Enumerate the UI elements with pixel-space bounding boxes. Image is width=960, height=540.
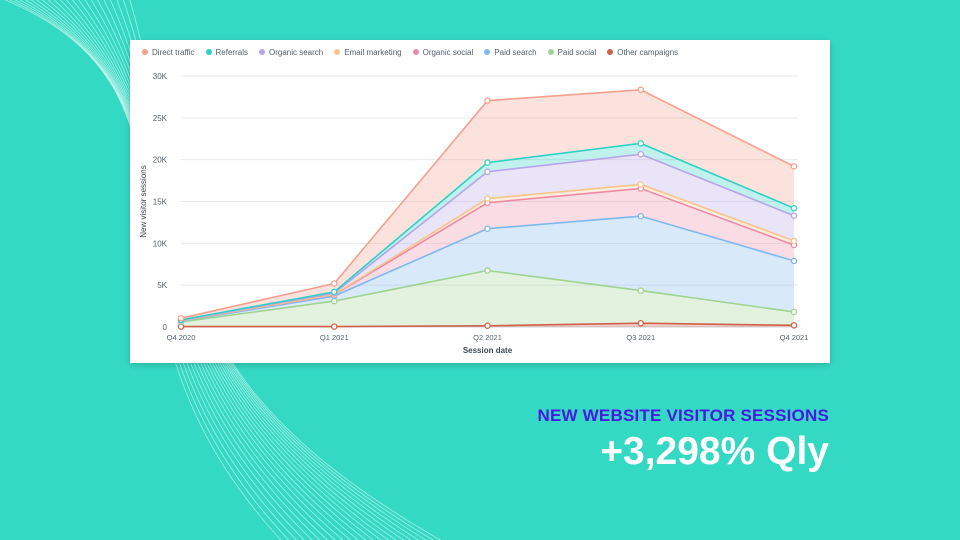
x-tick-label: Q4 2020	[167, 333, 196, 342]
data-point[interactable]	[330, 288, 338, 296]
y-tick-label: 25K	[153, 114, 168, 123]
stacked-area-chart: 0 5K 10K 15K 20K 25K 30K Q4 2020 Q1 2021 Q2 2021 Q…	[139, 72, 809, 355]
y-axis-title: New visitor sessions	[139, 165, 148, 237]
legend-item[interactable]: Organic social	[412, 47, 474, 57]
data-point[interactable]	[484, 267, 491, 274]
data-point[interactable]	[177, 314, 185, 322]
data-point[interactable]	[637, 86, 644, 94]
legend-swatch	[142, 49, 148, 55]
legend-swatch	[547, 49, 554, 55]
data-point[interactable]	[790, 257, 798, 265]
legend-swatch	[334, 49, 341, 55]
legend-label: Paid social	[557, 47, 597, 57]
data-point[interactable]	[484, 168, 491, 176]
y-tick-label: 5K	[157, 281, 167, 290]
data-point[interactable]	[637, 181, 644, 188]
data-point[interactable]	[790, 322, 798, 329]
area-organic-social	[181, 188, 794, 322]
data-point[interactable]	[484, 195, 491, 202]
legend-swatch	[258, 49, 265, 55]
x-tick-label: Q1 2021	[320, 333, 349, 342]
legend-label: Other campaigns	[617, 47, 679, 57]
y-tick-label: 10K	[153, 239, 168, 248]
x-tick-label: Q4 2021	[780, 333, 809, 342]
data-point[interactable]	[637, 319, 644, 327]
legend-label: Email marketing	[344, 47, 402, 57]
legend-item[interactable]: Direct traffic	[142, 48, 195, 57]
y-tick-label: 30K	[153, 72, 168, 81]
data-point[interactable]	[484, 322, 491, 329]
legend-swatch	[412, 49, 419, 55]
legend-item[interactable]: Other campaigns	[607, 48, 678, 57]
data-point[interactable]	[330, 280, 338, 287]
data-point[interactable]	[637, 140, 644, 147]
x-tick-label: Q3 2021	[626, 333, 655, 342]
area-paid-social	[181, 270, 794, 327]
y-tick-label: 0	[163, 323, 168, 332]
data-point[interactable]	[790, 308, 798, 316]
data-point[interactable]	[637, 287, 644, 294]
legend-item[interactable]: Email marketing	[334, 47, 402, 57]
legend-label: Paid search	[494, 47, 537, 57]
legend-item[interactable]: Paid search	[484, 47, 537, 57]
legend-label: Direct traffic	[152, 47, 195, 57]
x-tick-label: Q2 2021	[473, 333, 502, 342]
legend-swatch	[607, 49, 614, 55]
y-tick-label: 15K	[153, 198, 168, 207]
legend-swatch	[484, 49, 491, 55]
x-axis-title: Session date	[463, 346, 513, 355]
legend-label: Organic social	[422, 47, 474, 57]
slide-headline: NEW WEBSITE VISITOR SESSIONS	[537, 406, 829, 425]
legend-item[interactable]: Organic search	[258, 47, 324, 57]
legend-swatch	[205, 49, 212, 55]
legend-label: Referrals	[215, 47, 248, 57]
data-point[interactable]	[484, 159, 491, 166]
data-point[interactable]	[790, 237, 798, 245]
chart-legend: Direct traffic Referrals Organic search Ema…	[142, 45, 678, 59]
data-point[interactable]	[484, 97, 491, 104]
chart-card: 0 5K 10K 15K 20K 25K 30K Q4 2020 Q1 2021 Q2 2021 Q…	[130, 40, 830, 363]
legend-item[interactable]: Paid social	[547, 47, 597, 57]
legend-item[interactable]: Referrals	[205, 47, 248, 57]
growth-stat: +3,298% Qly	[600, 430, 829, 473]
data-point[interactable]	[790, 212, 798, 219]
data-point[interactable]	[790, 204, 798, 212]
y-tick-label: 20K	[153, 156, 168, 165]
area-organic-search	[181, 154, 794, 321]
data-point[interactable]	[790, 163, 798, 170]
data-point[interactable]	[637, 212, 644, 220]
area-direct-traffic	[181, 89, 794, 320]
legend-label: Organic search	[268, 47, 324, 57]
data-point[interactable]	[484, 225, 491, 232]
data-point[interactable]	[330, 323, 338, 330]
data-point[interactable]	[637, 150, 644, 158]
